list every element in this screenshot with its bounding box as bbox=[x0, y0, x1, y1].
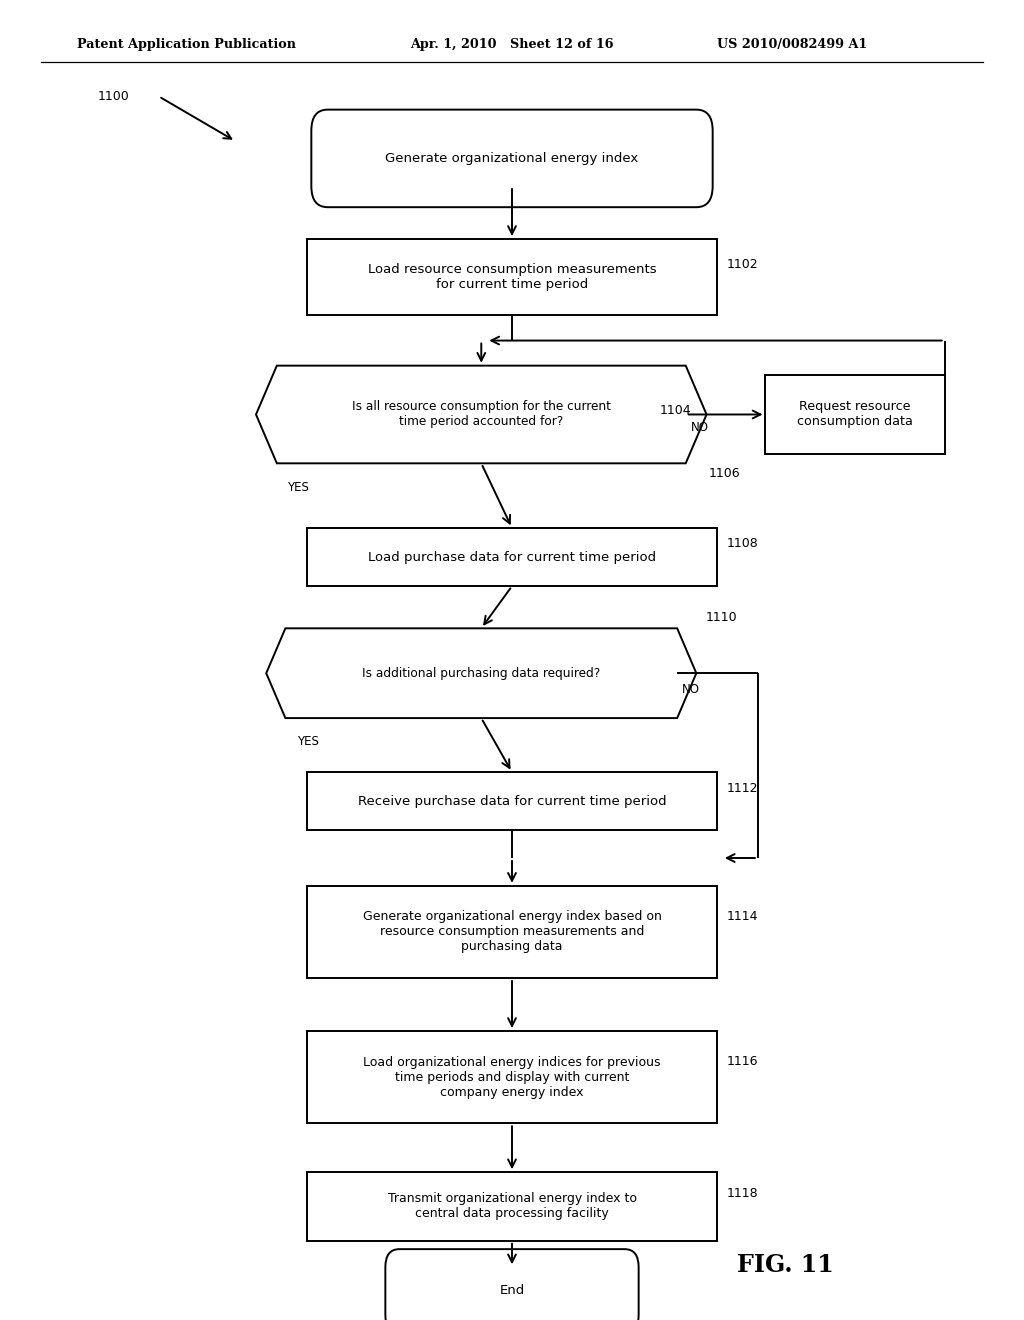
Text: 1118: 1118 bbox=[727, 1187, 759, 1200]
FancyBboxPatch shape bbox=[311, 110, 713, 207]
Text: NO: NO bbox=[682, 682, 700, 696]
Bar bbox=[307, 528, 717, 586]
Text: Load resource consumption measurements
for current time period: Load resource consumption measurements f… bbox=[368, 263, 656, 292]
Text: YES: YES bbox=[297, 735, 318, 748]
Text: 1110: 1110 bbox=[706, 611, 737, 624]
Text: 1114: 1114 bbox=[727, 909, 759, 923]
Bar bbox=[307, 1031, 717, 1123]
Text: US 2010/0082499 A1: US 2010/0082499 A1 bbox=[717, 38, 867, 51]
Bar bbox=[307, 886, 717, 978]
Text: Receive purchase data for current time period: Receive purchase data for current time p… bbox=[357, 795, 667, 808]
Text: 1112: 1112 bbox=[727, 781, 759, 795]
Text: FIG. 11: FIG. 11 bbox=[737, 1253, 834, 1276]
Text: Generate organizational energy index based on
resource consumption measurements : Generate organizational energy index bas… bbox=[362, 911, 662, 953]
Text: Apr. 1, 2010   Sheet 12 of 16: Apr. 1, 2010 Sheet 12 of 16 bbox=[410, 38, 613, 51]
Text: Load purchase data for current time period: Load purchase data for current time peri… bbox=[368, 550, 656, 564]
Bar bbox=[307, 1172, 717, 1241]
Text: Generate organizational energy index: Generate organizational energy index bbox=[385, 152, 639, 165]
Text: 1100: 1100 bbox=[97, 90, 129, 103]
Bar bbox=[307, 239, 717, 315]
Text: Is all resource consumption for the current
time period accounted for?: Is all resource consumption for the curr… bbox=[352, 400, 610, 429]
FancyBboxPatch shape bbox=[385, 1249, 639, 1320]
Text: 1106: 1106 bbox=[709, 467, 740, 480]
Text: End: End bbox=[500, 1284, 524, 1298]
Text: 1102: 1102 bbox=[727, 257, 759, 271]
Text: NO: NO bbox=[691, 421, 709, 434]
Text: Patent Application Publication: Patent Application Publication bbox=[77, 38, 296, 51]
Bar bbox=[765, 375, 944, 454]
Text: 1116: 1116 bbox=[727, 1055, 759, 1068]
Text: 1108: 1108 bbox=[727, 537, 759, 550]
Bar bbox=[307, 772, 717, 830]
Text: Load organizational energy indices for previous
time periods and display with cu: Load organizational energy indices for p… bbox=[364, 1056, 660, 1098]
Text: Request resource
consumption data: Request resource consumption data bbox=[797, 400, 913, 429]
Text: Is additional purchasing data required?: Is additional purchasing data required? bbox=[362, 667, 600, 680]
Polygon shape bbox=[256, 366, 707, 463]
Text: YES: YES bbox=[287, 480, 308, 494]
Text: Transmit organizational energy index to
central data processing facility: Transmit organizational energy index to … bbox=[387, 1192, 637, 1221]
Polygon shape bbox=[266, 628, 696, 718]
Text: 1104: 1104 bbox=[660, 404, 692, 417]
